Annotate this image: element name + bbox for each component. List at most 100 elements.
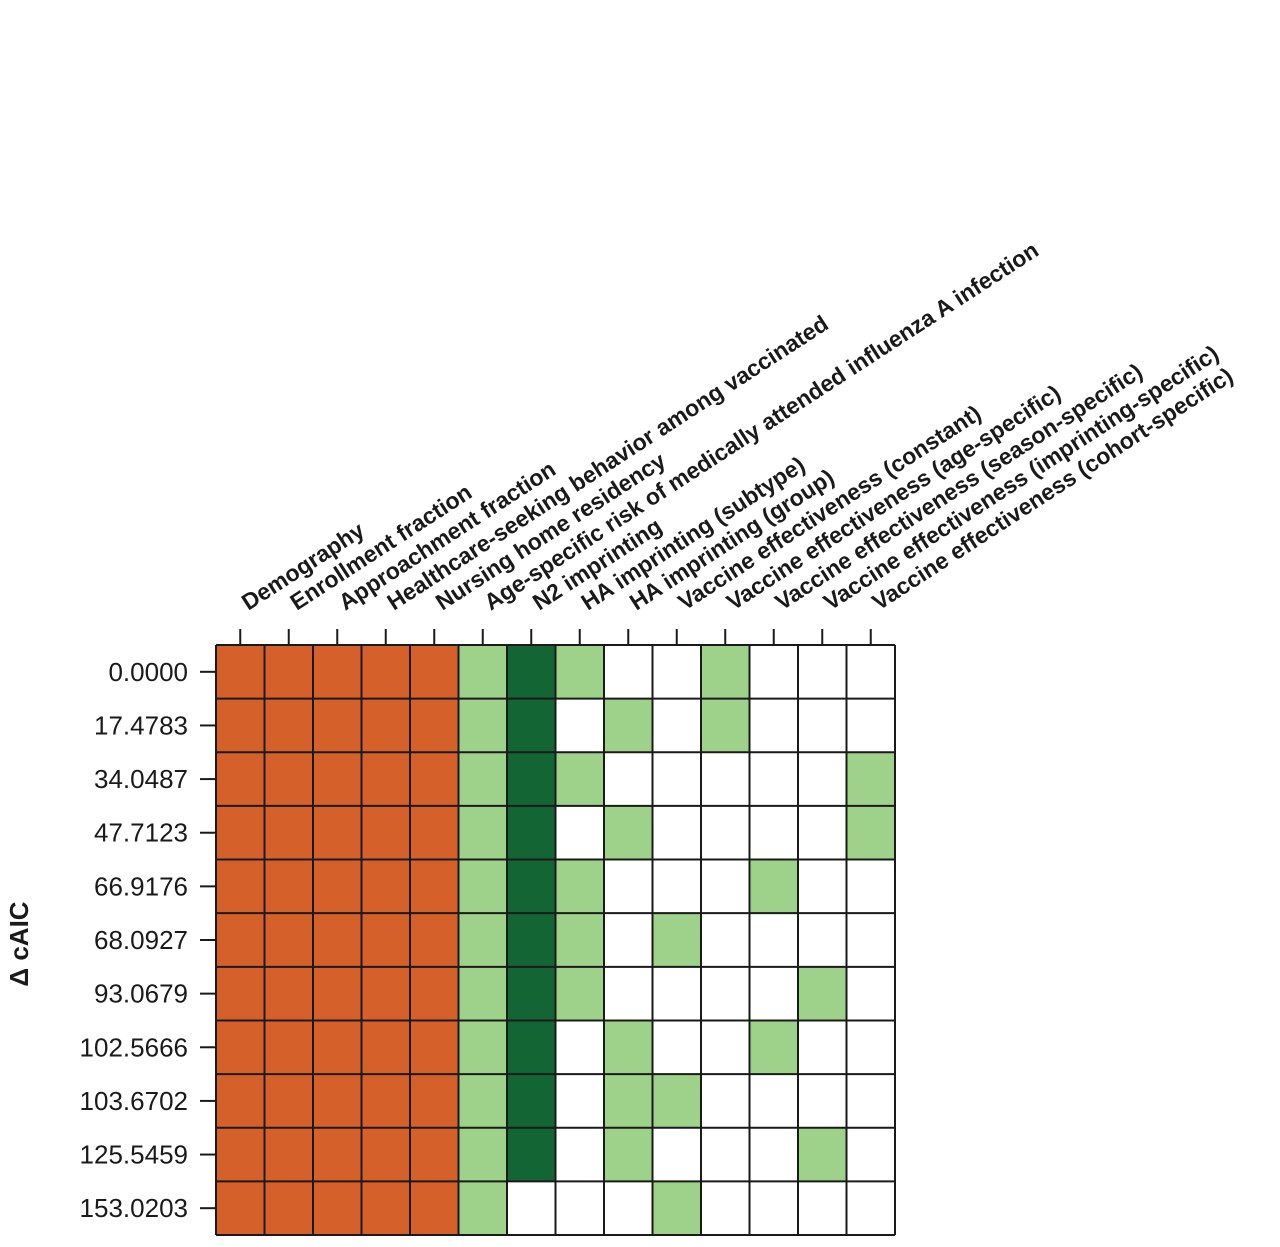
heatmap-cell xyxy=(798,698,847,753)
heatmap-cell xyxy=(749,1074,798,1128)
heatmap-cell xyxy=(652,752,701,806)
heatmap-cell xyxy=(555,1074,604,1128)
heatmap-cell xyxy=(652,1127,701,1182)
heatmap-cell xyxy=(652,913,701,967)
heatmap-cell xyxy=(458,805,507,860)
heatmap-cell xyxy=(458,966,507,1021)
heatmap-cell xyxy=(458,1020,507,1075)
heatmap-cell xyxy=(798,1181,847,1235)
row-label: 17.4783 xyxy=(94,710,188,740)
heatmap-cell xyxy=(458,1127,507,1182)
heatmap-cell xyxy=(749,859,798,914)
heatmap-cell xyxy=(507,913,556,967)
heatmap-cell xyxy=(701,1020,750,1075)
heatmap-cell xyxy=(507,1181,556,1235)
heatmap-cell xyxy=(604,966,653,1021)
heatmap-cell xyxy=(216,1020,265,1075)
heatmap-cell xyxy=(216,1127,265,1182)
heatmap-cell xyxy=(604,645,653,699)
heatmap-cell xyxy=(604,1181,653,1235)
heatmap-cell xyxy=(410,752,459,806)
row-label: 66.9176 xyxy=(94,871,188,901)
heatmap-cell xyxy=(652,1181,701,1235)
heatmap-cell xyxy=(264,752,313,806)
row-label: 68.0927 xyxy=(94,925,188,955)
heatmap-cell xyxy=(846,1127,895,1182)
heatmap-cell xyxy=(216,752,265,806)
row-label: 0.0000 xyxy=(108,657,188,687)
heatmap-cell xyxy=(264,859,313,914)
heatmap-cell xyxy=(555,752,604,806)
heatmap-cell xyxy=(652,966,701,1021)
heatmap-cell xyxy=(313,805,362,860)
heatmap-cell xyxy=(507,1127,556,1182)
heatmap-cell xyxy=(701,1074,750,1128)
heatmap-cell xyxy=(361,805,410,860)
heatmap-cell xyxy=(846,805,895,860)
heatmap-cell xyxy=(701,698,750,753)
heatmap-cell xyxy=(555,913,604,967)
heatmap-cell xyxy=(604,698,653,753)
heatmap-cell xyxy=(507,698,556,753)
heatmap-cell xyxy=(604,859,653,914)
heatmap-cell xyxy=(846,966,895,1021)
axis-ticks xyxy=(200,629,872,1210)
heatmap-cell xyxy=(749,966,798,1021)
heatmap-cell xyxy=(555,1181,604,1235)
heatmap-cell xyxy=(216,966,265,1021)
heatmap-cell xyxy=(361,966,410,1021)
heatmap-cell xyxy=(264,805,313,860)
y-axis-title: Δ cAIC xyxy=(4,901,34,986)
heatmap-cell xyxy=(313,752,362,806)
heatmap-cell xyxy=(652,1074,701,1128)
heatmap-cell xyxy=(458,752,507,806)
heatmap-cell xyxy=(264,966,313,1021)
heatmap-cell xyxy=(361,645,410,699)
heatmap-cell xyxy=(798,966,847,1021)
heatmap-cell xyxy=(507,645,556,699)
heatmap-cell xyxy=(216,645,265,699)
heatmap-cell xyxy=(458,698,507,753)
heatmap-cell xyxy=(604,1020,653,1075)
heatmap-cell xyxy=(361,752,410,806)
heatmap-cell xyxy=(701,805,750,860)
heatmap-cell xyxy=(361,859,410,914)
heatmap-cell xyxy=(361,1127,410,1182)
heatmap-cell xyxy=(846,645,895,699)
heatmap-cell xyxy=(216,1074,265,1128)
heatmap-cell xyxy=(313,966,362,1021)
heatmap-cell xyxy=(410,859,459,914)
heatmap-cell xyxy=(458,1074,507,1128)
heatmap-cell xyxy=(410,1074,459,1128)
heatmap-cell xyxy=(410,645,459,699)
heatmap-cell xyxy=(846,1074,895,1128)
heatmap-cell xyxy=(264,1074,313,1128)
heatmap-cell xyxy=(216,913,265,967)
heatmap-cell xyxy=(846,1020,895,1075)
heatmap-cell xyxy=(410,1020,459,1075)
row-label: 34.0487 xyxy=(94,764,188,794)
heatmap-cell xyxy=(264,1127,313,1182)
heatmap-cell xyxy=(798,913,847,967)
heatmap-cell xyxy=(264,645,313,699)
row-label: 47.7123 xyxy=(94,818,188,848)
heatmap-cell xyxy=(410,966,459,1021)
heatmap-cell xyxy=(361,913,410,967)
heatmap-cell xyxy=(701,859,750,914)
heatmap-cell xyxy=(652,698,701,753)
heatmap-cell xyxy=(507,805,556,860)
heatmap-cell xyxy=(264,913,313,967)
heatmap-cell xyxy=(701,1127,750,1182)
heatmap-cell xyxy=(555,1127,604,1182)
heatmap-cell xyxy=(361,698,410,753)
row-label: 103.6702 xyxy=(80,1086,188,1116)
heatmap-cell xyxy=(458,913,507,967)
heatmap-cell xyxy=(458,1181,507,1235)
heatmap-cell xyxy=(604,1127,653,1182)
heatmap-cell xyxy=(555,645,604,699)
row-label: 93.0679 xyxy=(94,979,188,1009)
heatmap-cell xyxy=(749,1127,798,1182)
heatmap-cell xyxy=(798,645,847,699)
heatmap-cell xyxy=(604,752,653,806)
